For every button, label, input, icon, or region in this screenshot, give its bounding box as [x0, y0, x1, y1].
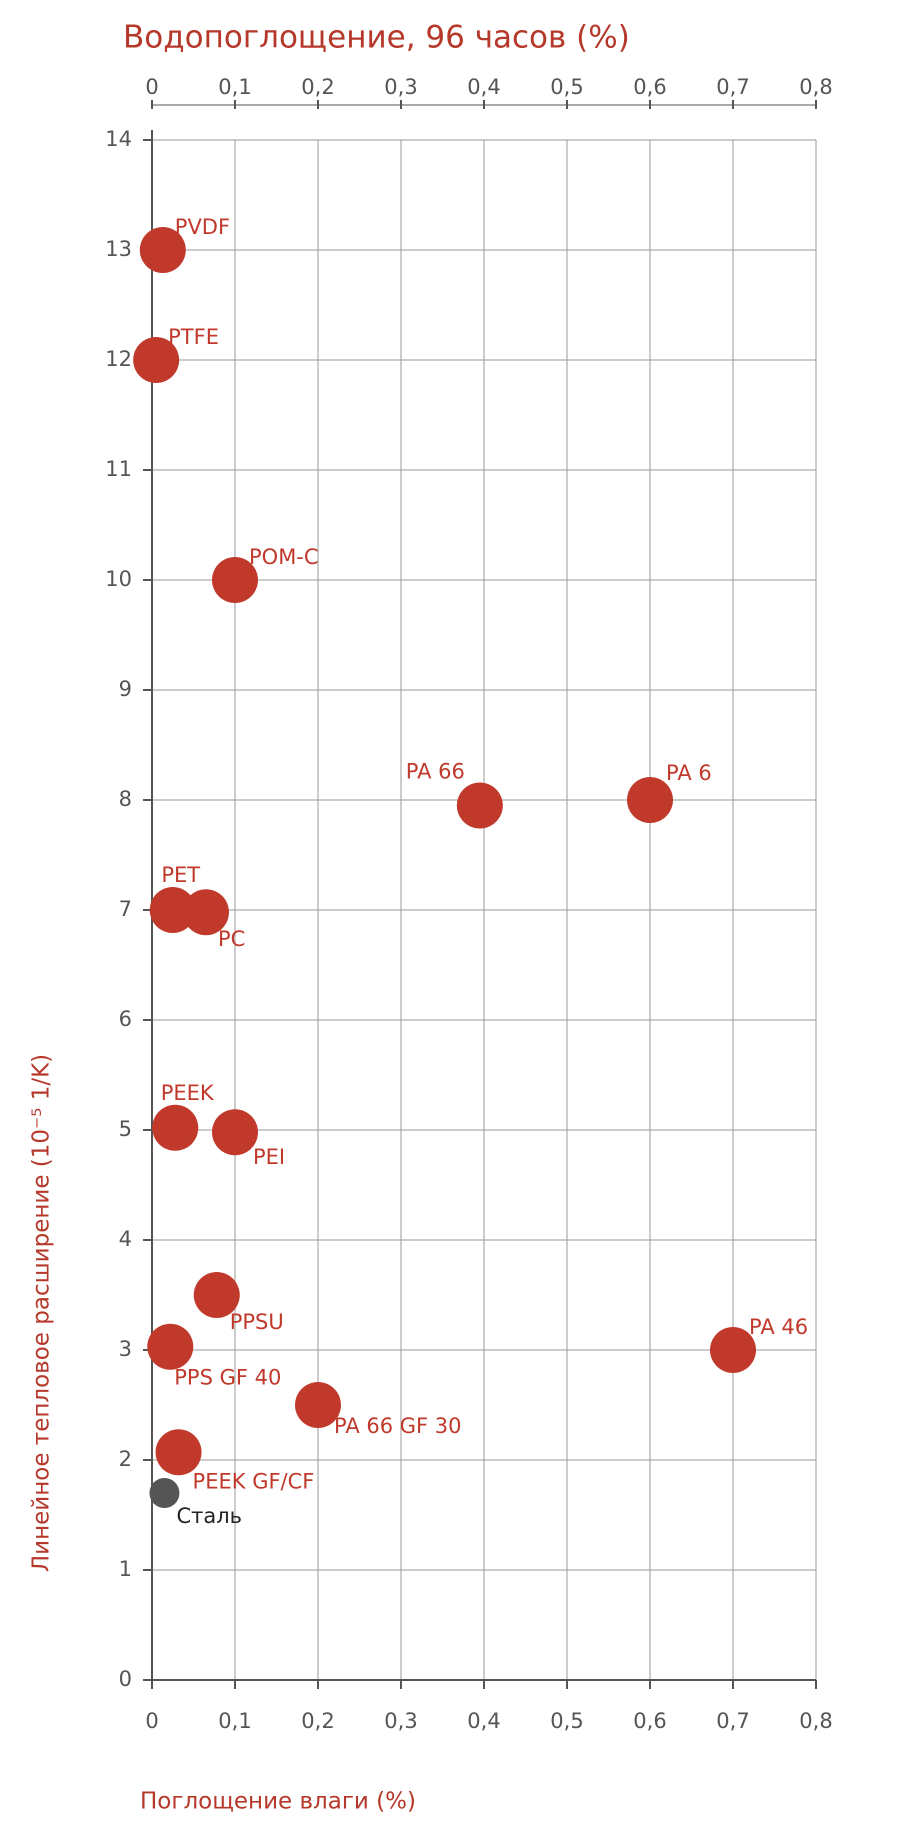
- point: [149, 887, 196, 933]
- y-tick-label: 0: [119, 1667, 132, 1691]
- x-tick-label-top: 0,1: [218, 75, 251, 99]
- x-tick-label: 0,8: [799, 1709, 832, 1733]
- x-tick-label-top: 0: [145, 75, 158, 99]
- y-tick-label: 9: [119, 677, 132, 701]
- y-tick-label: 3: [119, 1337, 132, 1361]
- y-tick-label: 7: [119, 897, 132, 921]
- y-tick-label: 13: [105, 237, 132, 261]
- point: [456, 782, 503, 829]
- x-tick-label: 0,7: [716, 1709, 749, 1733]
- y-tick-label: 12: [105, 347, 132, 371]
- point: [155, 1429, 202, 1476]
- y-tick-label: 5: [119, 1117, 132, 1141]
- y-tick-label: 6: [119, 1007, 132, 1031]
- point-label: PC: [218, 927, 245, 951]
- point: [193, 1272, 240, 1318]
- point: [152, 1104, 199, 1151]
- point: [212, 557, 258, 603]
- point-label: PPSU: [230, 1310, 284, 1334]
- y-tick-label: 2: [119, 1447, 132, 1471]
- point: [182, 889, 229, 936]
- y-tick-label: 4: [119, 1227, 132, 1251]
- y-tick-label: 1: [119, 1557, 132, 1581]
- x-tick-label: 0: [145, 1709, 158, 1733]
- point: [627, 777, 673, 823]
- point-label: PEI: [253, 1145, 285, 1169]
- y-tick-label: 10: [105, 567, 132, 591]
- x-axis-label: Поглощение влаги (%): [140, 1789, 416, 1815]
- x-tick-label-top: 0,6: [633, 75, 666, 99]
- point-label: PEEK GF/CF: [193, 1469, 315, 1493]
- point-label: POM-C: [249, 545, 319, 569]
- chart-title: Водопоглощение, 96 часов (%): [123, 20, 630, 56]
- x-tick-label-top: 0,7: [716, 75, 749, 99]
- x-tick-label-top: 0,8: [799, 75, 832, 99]
- x-tick-label-top: 0,3: [384, 75, 417, 99]
- x-tick-label-top: 0,5: [550, 75, 583, 99]
- point: [139, 227, 186, 273]
- x-tick-label: 0,4: [467, 1709, 500, 1733]
- y-tick-label: 8: [119, 787, 132, 811]
- x-tick-label: 0,1: [218, 1709, 251, 1733]
- point-label: PEEK: [161, 1081, 215, 1105]
- point-label: Сталь: [176, 1504, 242, 1528]
- point-label: PA 46: [749, 1315, 808, 1339]
- point: [149, 1478, 180, 1508]
- point-label: PPS GF 40: [174, 1366, 281, 1390]
- point-label: PA 66 GF 30: [334, 1414, 462, 1438]
- y-axis-label: Линейное тепловое расширение (10⁻⁵ 1/K): [29, 1054, 55, 1572]
- x-tick-label: 0,6: [633, 1709, 666, 1733]
- x-tick-label-top: 0,4: [467, 75, 500, 99]
- point: [710, 1327, 756, 1373]
- point: [295, 1382, 341, 1428]
- x-tick-label: 0,2: [301, 1709, 334, 1733]
- x-tick-label-top: 0,2: [301, 75, 334, 99]
- point-label: PTFE: [168, 325, 219, 349]
- point-label: PVDF: [175, 215, 230, 239]
- y-tick-label: 14: [105, 127, 132, 151]
- point: [147, 1323, 194, 1370]
- point-label: PET: [161, 863, 200, 887]
- point: [133, 337, 180, 383]
- point-label: PA 66: [406, 760, 465, 784]
- point-label: PA 6: [666, 761, 712, 785]
- point: [212, 1109, 258, 1156]
- y-tick-label: 11: [105, 457, 132, 481]
- x-tick-label: 0,3: [384, 1709, 417, 1733]
- x-tick-label: 0,5: [550, 1709, 583, 1733]
